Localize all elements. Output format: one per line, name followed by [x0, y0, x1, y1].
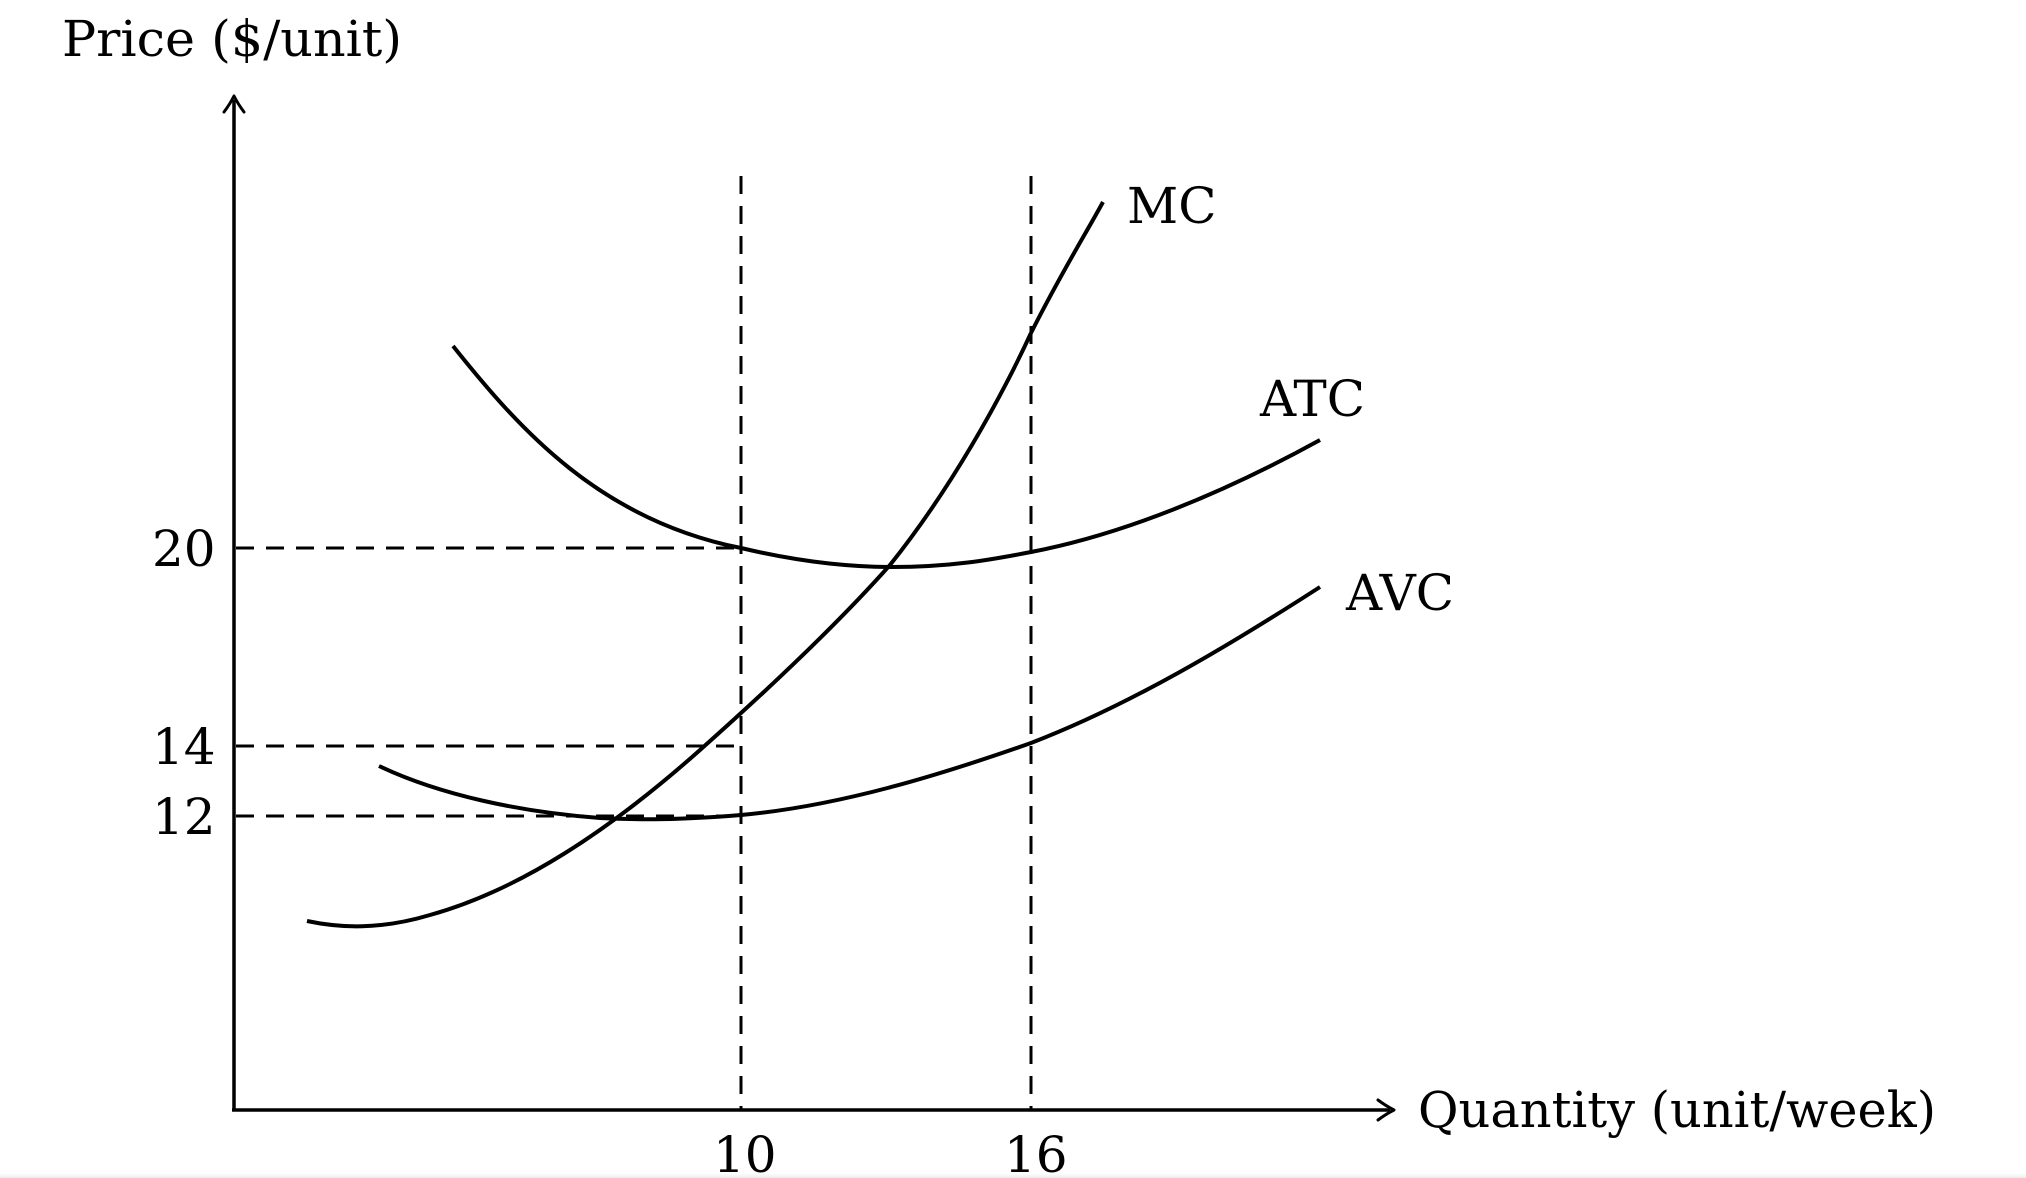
atc-curve: [451, 344, 1321, 570]
avc-label: AVC: [1345, 564, 1454, 622]
bottom-edge-strip: [0, 1173, 2026, 1178]
atc-label: ATC: [1259, 370, 1365, 428]
x-axis-arrowhead-icon: [1376, 1098, 1396, 1122]
guide-lines: [236, 176, 1033, 1110]
y-axis-title: Price ($/unit): [62, 10, 402, 68]
mc-label: MC: [1127, 177, 1216, 235]
axes: [232, 100, 1390, 1112]
avc-curve: [378, 585, 1322, 822]
y-tick-14: 14: [152, 718, 216, 776]
x-tick-16: 16: [1004, 1126, 1068, 1178]
axis-arrows: [222, 94, 1396, 1122]
x-axis-title: Quantity (unit/week): [1418, 1081, 1936, 1139]
y-axis-arrowhead-icon: [222, 94, 246, 114]
y-tick-12: 12: [152, 788, 216, 846]
x-tick-10: 10: [713, 1126, 777, 1178]
curves: [306, 201, 1322, 929]
mc-curve: [306, 201, 1105, 929]
y-tick-20: 20: [152, 520, 216, 578]
